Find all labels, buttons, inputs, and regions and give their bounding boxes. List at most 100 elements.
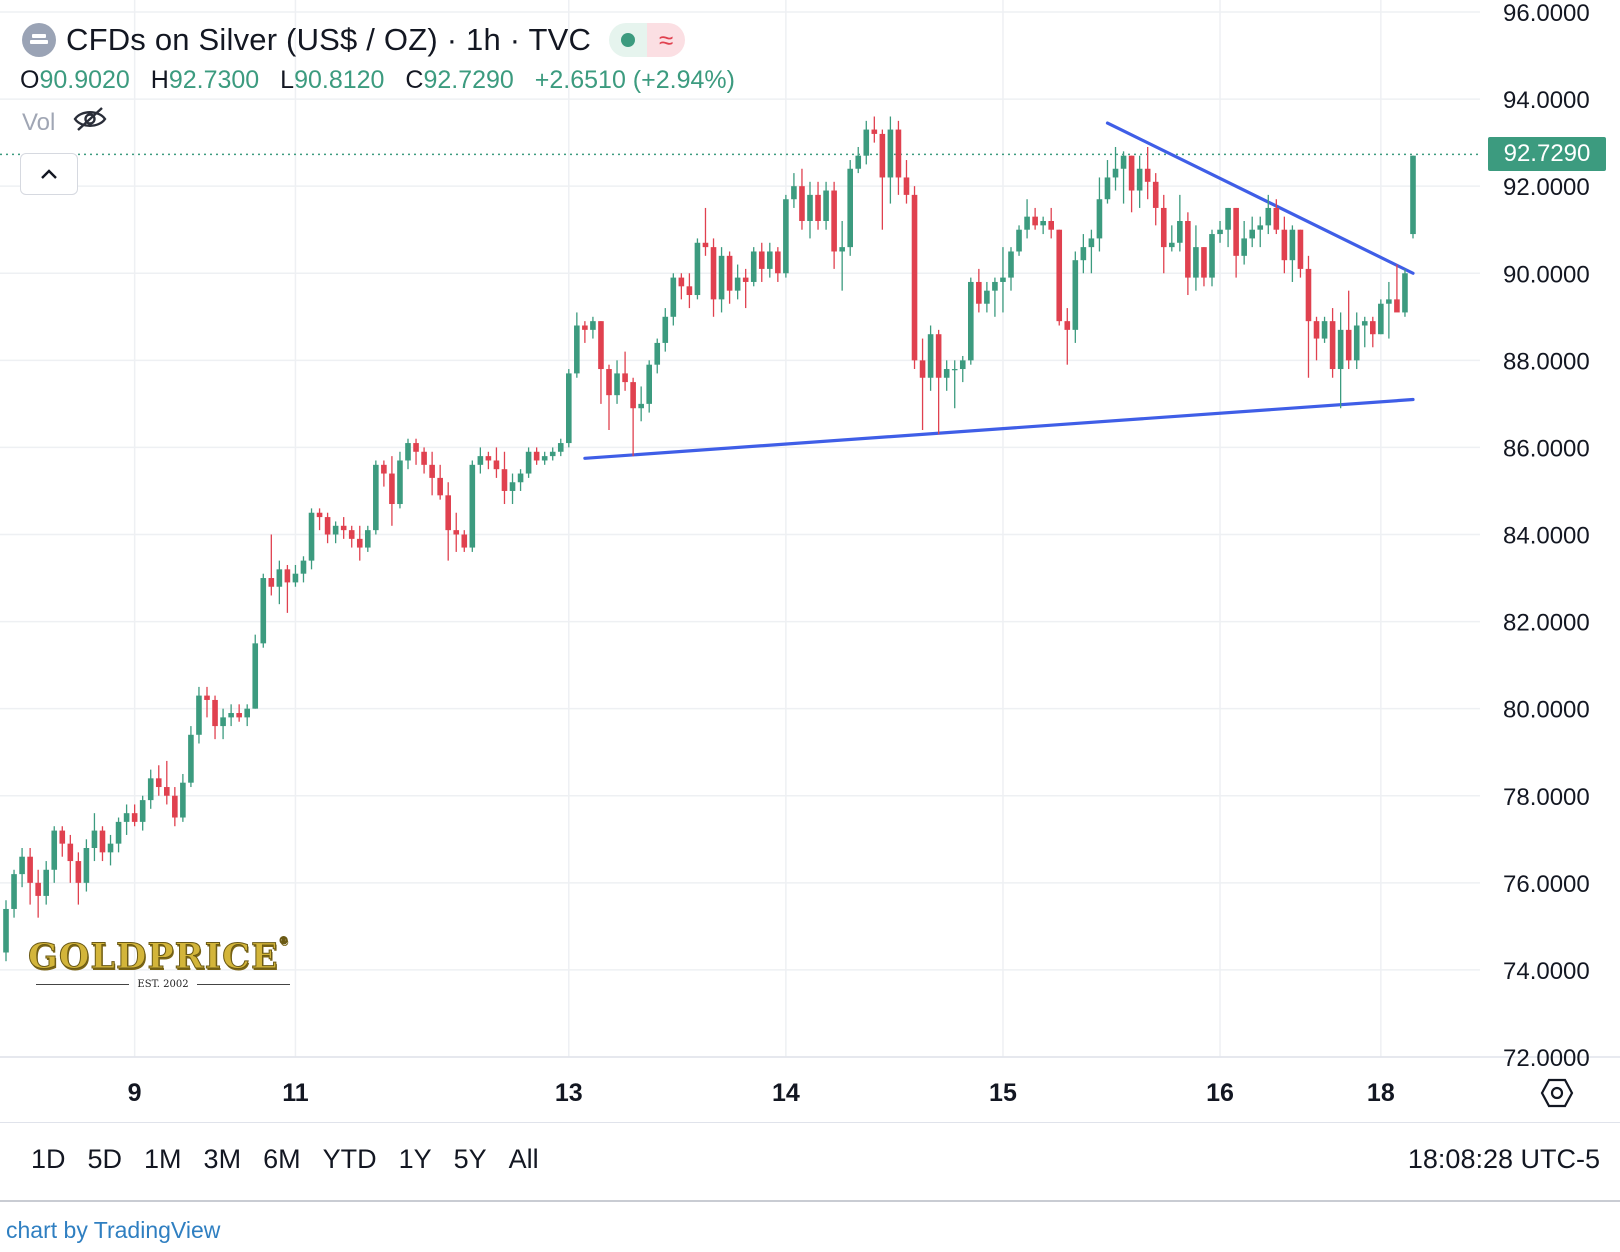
symbol-title[interactable]: CFDs on Silver (US$ / OZ) · 1h · TVC	[66, 22, 592, 57]
range-1m-button[interactable]: 1M	[144, 1144, 182, 1174]
candle-body	[783, 199, 789, 274]
chart-grid	[0, 0, 1620, 1058]
candle-body	[927, 334, 934, 378]
candle-body	[1337, 329, 1344, 370]
candle-body	[847, 168, 853, 248]
data-delay-indicator[interactable]: ≈	[647, 23, 686, 57]
candle-body	[123, 813, 130, 822]
trendline[interactable]	[583, 397, 1415, 460]
candle-body	[485, 456, 492, 461]
candle-body	[1353, 325, 1360, 361]
candle-body	[1040, 221, 1046, 226]
candle-body	[389, 473, 395, 505]
low-value: 90.8120	[294, 66, 385, 94]
candle-body	[1136, 168, 1143, 191]
candle-body	[1064, 321, 1071, 330]
range-1y-button[interactable]: 1Y	[398, 1144, 432, 1174]
candle-body	[43, 869, 49, 896]
candle-body	[27, 856, 33, 883]
candle-body	[3, 908, 9, 953]
candle-body	[1241, 238, 1247, 256]
candle-body	[172, 795, 178, 818]
candle-body	[220, 717, 226, 727]
close-value: 92.7290	[423, 66, 514, 94]
candle-body	[292, 573, 299, 583]
range-5y-button[interactable]: 5Y	[453, 1144, 487, 1174]
candle-body	[775, 251, 781, 274]
candle-body	[1361, 321, 1368, 326]
candle-body	[300, 560, 307, 574]
market-open-indicator[interactable]	[609, 23, 648, 57]
price-chart[interactable]: 72.0000 74.0000 76.0000 78.0000 80.0000 82.00…	[0, 0, 1620, 1122]
candle-body	[340, 525, 347, 531]
candle-body	[799, 186, 805, 221]
candle-body	[1209, 234, 1215, 278]
x-tick-label: 15	[989, 1079, 1017, 1107]
candle-body	[373, 464, 379, 531]
candle-body	[1321, 321, 1328, 339]
candle-body	[750, 251, 757, 282]
time-zone-clock[interactable]: 18:08:28 UTC-5	[1407, 1144, 1600, 1174]
candle-body	[895, 129, 902, 178]
candle-body	[839, 247, 845, 252]
x-tick-label: 14	[772, 1079, 800, 1107]
candle-body	[445, 495, 451, 531]
eye-off-icon[interactable]	[73, 106, 107, 139]
range-6m-button[interactable]: 6M	[263, 1144, 301, 1174]
candle-body	[646, 364, 652, 404]
candle-body	[1128, 155, 1135, 191]
range-3m-button[interactable]: 3M	[203, 1144, 242, 1174]
candle-body	[1000, 277, 1006, 282]
candle-body	[1289, 229, 1296, 261]
candle-body	[1144, 168, 1151, 182]
y-tick-label: 94.0000	[1503, 87, 1590, 114]
y-tick-label: 82.0000	[1503, 610, 1590, 637]
candle-body	[421, 451, 427, 465]
x-tick-label: 16	[1206, 1079, 1234, 1107]
candle-body	[147, 778, 154, 801]
candle-body	[196, 695, 202, 735]
range-all-button[interactable]: All	[508, 1144, 539, 1174]
gear-icon	[1540, 1078, 1574, 1108]
candle-body	[164, 787, 170, 796]
y-tick-label: 72.0000	[1503, 1045, 1590, 1072]
candle-body	[742, 277, 749, 282]
candle-body	[381, 464, 387, 474]
candle-body	[630, 382, 636, 409]
candles	[3, 116, 1416, 962]
candle-body	[348, 530, 355, 539]
candle-body	[83, 848, 90, 883]
collapse-legend-button[interactable]	[20, 153, 78, 195]
y-tick-label: 92.0000	[1503, 174, 1590, 201]
range-1d-button[interactable]: 1D	[31, 1144, 66, 1174]
candle-body	[1297, 229, 1304, 269]
candle-body	[99, 830, 106, 853]
candle-body	[614, 373, 620, 396]
range-ytd-button[interactable]: YTD	[322, 1144, 377, 1174]
candle-body	[1048, 221, 1054, 230]
candle-body	[984, 290, 990, 304]
candle-body	[493, 460, 500, 470]
candle-body	[566, 373, 572, 444]
candle-body	[887, 129, 894, 178]
candle-body	[662, 316, 669, 343]
range-5d-button[interactable]: 5D	[87, 1144, 123, 1174]
candle-body	[1104, 177, 1111, 200]
volume-legend: Vol	[22, 106, 107, 139]
candle-body	[638, 403, 644, 409]
green-dot-icon	[621, 33, 636, 47]
candle-body	[324, 517, 331, 535]
market-status-pill[interactable]: ≈	[609, 23, 686, 57]
trendline[interactable]	[1105, 121, 1415, 275]
candle-body	[606, 369, 612, 396]
candle-body	[1345, 329, 1352, 361]
candle-body	[268, 578, 275, 587]
axis-settings-button[interactable]	[1540, 1077, 1574, 1114]
candle-body	[1096, 199, 1103, 239]
candle-body	[11, 874, 17, 909]
candle-body	[590, 321, 596, 330]
candle-body	[1217, 229, 1223, 235]
tradingview-credit-link[interactable]: chart by TradingView	[6, 1217, 221, 1243]
y-tick-label: 86.0000	[1503, 435, 1590, 462]
candle-body	[678, 277, 685, 287]
